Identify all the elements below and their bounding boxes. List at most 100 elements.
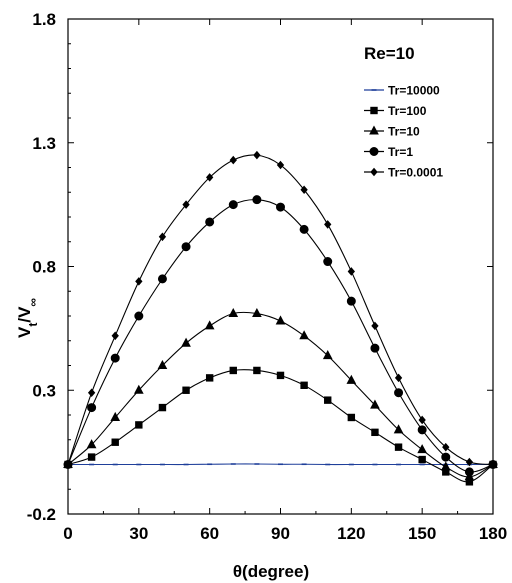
- data-point: [182, 386, 190, 394]
- y-tick-label: 0.8: [32, 258, 56, 277]
- data-point: [135, 277, 143, 286]
- data-point: [370, 343, 380, 353]
- data-point: [441, 452, 451, 462]
- legend-label: Tr=10000: [388, 84, 440, 98]
- data-point: [229, 155, 237, 165]
- x-tick-label: 90: [271, 524, 290, 543]
- data-point: [393, 424, 404, 434]
- data-point: [135, 421, 143, 429]
- x-tick-label: 30: [129, 524, 148, 543]
- legend-label: Tr=0.0001: [388, 166, 443, 180]
- data-point: [64, 460, 72, 469]
- data-point: [276, 371, 285, 380]
- legend-entry: Tr=10: [364, 125, 420, 139]
- data-point: [371, 321, 379, 331]
- data-point: [228, 307, 239, 318]
- data-point: [347, 267, 355, 276]
- data-point: [87, 453, 96, 461]
- data-point: [228, 200, 238, 210]
- data-point: [324, 396, 332, 404]
- data-point: [394, 443, 403, 451]
- x-tick-label: 150: [408, 524, 436, 543]
- legend-marker: [369, 147, 379, 156]
- data-point: [181, 242, 191, 252]
- data-point: [442, 442, 450, 452]
- series-Tr=0.0001: [64, 150, 497, 469]
- data-point: [489, 460, 497, 469]
- legend-marker: [369, 125, 379, 135]
- legend-entry: Tr=10000: [364, 84, 440, 98]
- tick-labels: 0 30 60 90 120 150 180 -0.2 0.3 0.8 1.3 1.8: [27, 10, 507, 543]
- x-tick-label: 0: [63, 524, 72, 543]
- data-point: [110, 411, 121, 421]
- series-layer: [63, 150, 498, 486]
- series-Tr=1: [63, 195, 498, 477]
- x-tick-label: 120: [337, 524, 365, 543]
- data-point: [346, 296, 356, 306]
- data-point: [299, 330, 309, 340]
- data-point: [111, 438, 119, 446]
- data-point: [86, 439, 97, 449]
- data-point: [417, 425, 427, 435]
- data-point: [276, 202, 285, 212]
- x-tick-label: 60: [200, 524, 219, 543]
- y-tick-label: -0.2: [27, 505, 56, 524]
- data-point: [324, 220, 332, 229]
- data-point: [133, 384, 144, 394]
- legend-entry: Tr=100: [364, 104, 427, 118]
- data-point: [229, 366, 237, 375]
- data-point: [417, 444, 427, 454]
- data-point: [253, 366, 261, 375]
- y-tick-label: 1.3: [32, 134, 56, 153]
- legend-label: Tr=1: [388, 145, 413, 159]
- y-tick-label: 1.8: [32, 10, 56, 29]
- data-point: [418, 455, 426, 464]
- data-point: [276, 160, 285, 170]
- x-tick-label: 180: [479, 524, 507, 543]
- data-point: [370, 399, 380, 409]
- data-point: [252, 195, 262, 205]
- data-point: [158, 232, 167, 242]
- data-point: [465, 457, 474, 467]
- data-point: [371, 428, 379, 437]
- data-point: [275, 315, 286, 325]
- x-axis-title: θ(degree): [233, 562, 309, 581]
- data-point: [110, 353, 120, 363]
- data-point: [134, 311, 144, 321]
- data-point: [322, 350, 333, 360]
- y-axis-title: Vt/V∞: [15, 298, 40, 338]
- data-point: [181, 337, 191, 347]
- legend-label: Tr=100: [388, 104, 427, 118]
- data-point: [87, 403, 97, 413]
- legend-entry: Tr=1: [364, 145, 413, 159]
- data-point: [300, 381, 308, 390]
- legend-entry: Tr=0.0001: [364, 166, 443, 180]
- data-point: [323, 257, 333, 267]
- data-point: [157, 274, 167, 284]
- annotation-reynolds: Re=10: [364, 44, 415, 63]
- legend-label: Tr=10: [388, 125, 420, 139]
- data-point: [394, 388, 404, 398]
- legend-marker: [370, 167, 378, 177]
- series-Tr=100: [64, 366, 497, 486]
- data-point: [418, 415, 426, 425]
- data-point: [252, 307, 262, 318]
- data-point: [87, 388, 96, 397]
- y-tick-label: 0.3: [32, 381, 56, 400]
- data-point: [464, 467, 474, 477]
- data-point: [205, 374, 214, 382]
- data-point: [440, 461, 451, 471]
- data-point: [300, 185, 308, 195]
- legend: Tr=10000 Tr=100 Tr=10 Tr=1 Tr=0.0001: [364, 84, 443, 180]
- data-point: [158, 403, 167, 412]
- data-point: [206, 173, 214, 182]
- axis-ticks: [67, 18, 494, 515]
- data-point: [204, 320, 215, 330]
- data-point: [347, 413, 356, 422]
- data-point: [205, 217, 215, 227]
- data-point: [111, 331, 119, 341]
- legend-marker: [370, 106, 378, 115]
- data-point: [299, 224, 309, 234]
